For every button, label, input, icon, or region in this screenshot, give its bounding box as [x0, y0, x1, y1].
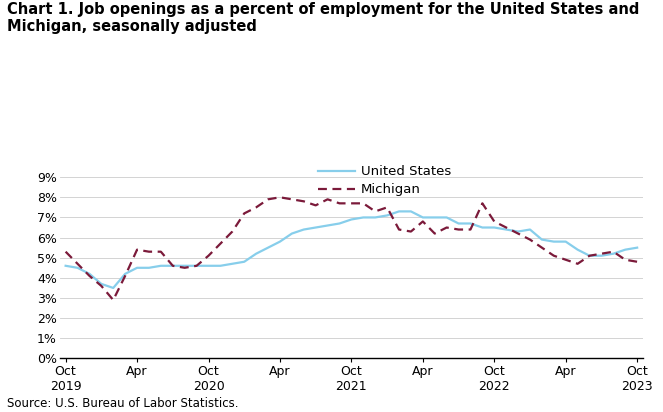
Text: Chart 1. Job openings as a percent of employment for the United States and
Michi: Chart 1. Job openings as a percent of em… — [7, 2, 639, 35]
Text: Source: U.S. Bureau of Labor Statistics.: Source: U.S. Bureau of Labor Statistics. — [7, 397, 238, 410]
Legend: United States, Michigan: United States, Michigan — [318, 165, 452, 197]
